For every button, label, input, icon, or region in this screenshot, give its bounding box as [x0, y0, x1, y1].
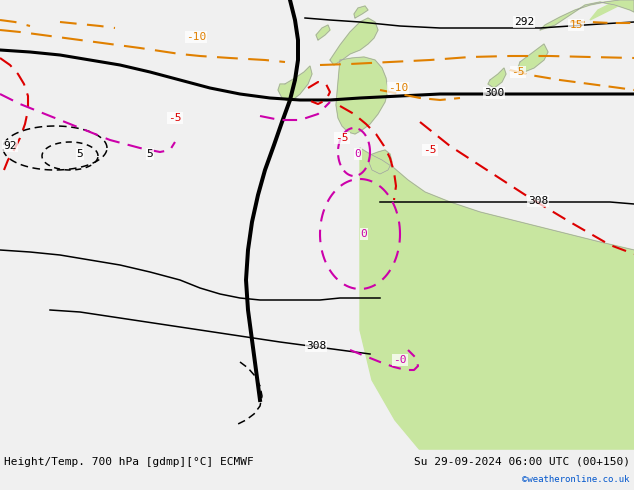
Polygon shape [278, 66, 312, 102]
Text: 308: 308 [306, 341, 326, 351]
Text: 92: 92 [3, 141, 16, 151]
Polygon shape [590, 0, 634, 20]
Polygon shape [354, 6, 368, 18]
Text: 5: 5 [77, 149, 84, 159]
Text: -5: -5 [335, 133, 349, 143]
Text: 5: 5 [146, 149, 153, 159]
Text: -5: -5 [511, 67, 525, 77]
Polygon shape [518, 44, 548, 72]
Polygon shape [316, 25, 330, 40]
Text: ©weatheronline.co.uk: ©weatheronline.co.uk [522, 475, 630, 485]
Text: -10: -10 [186, 32, 206, 42]
Text: 292: 292 [514, 17, 534, 27]
Text: 15: 15 [569, 20, 583, 30]
Polygon shape [330, 18, 378, 65]
Text: -10: -10 [388, 83, 408, 93]
Polygon shape [336, 57, 388, 134]
Bar [0, 450, 634, 490]
Text: Su 29-09-2024 06:00 UTC (00+150): Su 29-09-2024 06:00 UTC (00+150) [414, 457, 630, 467]
Text: Height/Temp. 700 hPa [gdmp][°C] ECMWF: Height/Temp. 700 hPa [gdmp][°C] ECMWF [4, 457, 254, 467]
Text: -5: -5 [168, 113, 182, 123]
Text: 0: 0 [361, 229, 367, 239]
Text: 308: 308 [528, 196, 548, 206]
Text: 300: 300 [484, 88, 504, 98]
Polygon shape [540, 0, 634, 30]
Text: 0: 0 [354, 149, 361, 159]
Polygon shape [368, 150, 392, 174]
Polygon shape [360, 148, 634, 450]
Text: -5: -5 [424, 145, 437, 155]
Text: -0: -0 [393, 355, 407, 365]
Polygon shape [488, 68, 506, 88]
